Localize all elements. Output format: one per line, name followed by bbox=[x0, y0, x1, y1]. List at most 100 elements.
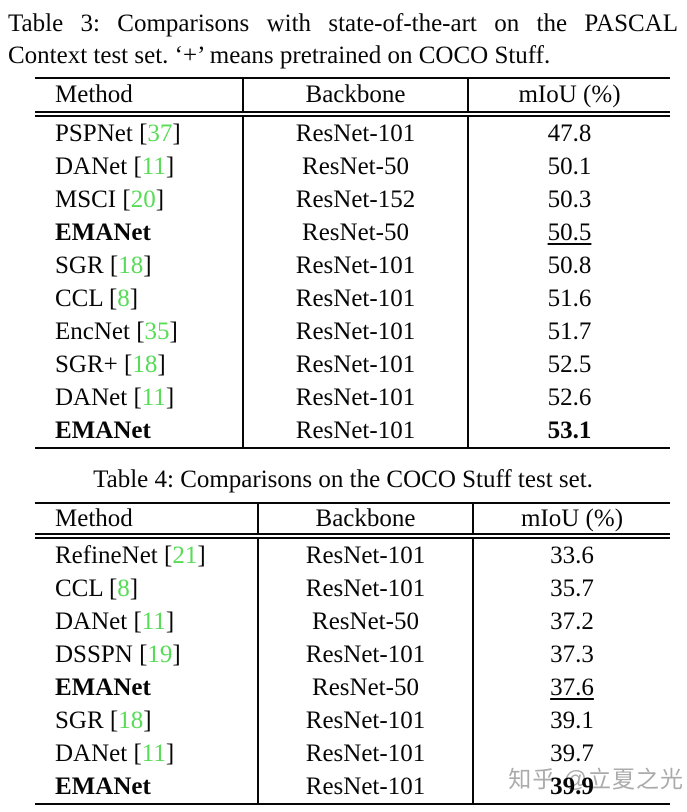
table-row: CCL [8] ResNet-101 51.6 bbox=[35, 282, 670, 315]
method-name: DSSPN bbox=[55, 640, 133, 668]
miou-cell: 51.7 bbox=[468, 315, 670, 348]
citation-number: 18 bbox=[118, 706, 144, 734]
table3-caption-line2: Context test set. ‘+’ means pretrained o… bbox=[8, 42, 551, 69]
backbone-cell: ResNet-101 bbox=[243, 114, 469, 150]
citation-bracket-open: [ bbox=[102, 284, 118, 312]
citation-number: 21 bbox=[172, 541, 198, 569]
miou-cell: 50.5 bbox=[468, 216, 670, 249]
backbone-cell: ResNet-101 bbox=[258, 704, 474, 737]
miou-cell: 37.2 bbox=[473, 605, 670, 638]
table-row: EMANet ResNet-101 53.1 bbox=[35, 414, 670, 449]
column-header-backbone: Backbone bbox=[243, 77, 469, 117]
method-name: EMANet bbox=[55, 673, 151, 701]
table-row: DANet [11] ResNet-50 37.2 bbox=[35, 605, 670, 638]
table-row: EMANet ResNet-101 39.9 bbox=[35, 770, 670, 805]
method-name: RefineNet bbox=[55, 541, 158, 569]
citation-bracket-open: [ bbox=[117, 350, 133, 378]
method-cell: EMANet bbox=[35, 414, 244, 449]
column-header-backbone: Backbone bbox=[258, 502, 474, 539]
citation-bracket-open: [ bbox=[103, 706, 119, 734]
method-name: EMANet bbox=[55, 772, 151, 800]
miou-value: 37.2 bbox=[550, 607, 594, 635]
miou-cell: 33.6 bbox=[473, 536, 670, 572]
miou-value: 50.3 bbox=[547, 185, 592, 213]
miou-value: 35.7 bbox=[550, 574, 594, 602]
miou-value: 52.5 bbox=[547, 350, 592, 378]
citation-bracket-open: [ bbox=[132, 640, 148, 668]
citation-bracket-close: ] bbox=[143, 706, 152, 734]
method-name: EMANet bbox=[55, 416, 151, 444]
method-cell: DANet [11] bbox=[35, 150, 244, 183]
method-name: DANet bbox=[55, 152, 128, 180]
column-header-method: Method bbox=[35, 77, 244, 117]
method-cell: DSSPN [19] bbox=[35, 638, 259, 671]
backbone-cell: ResNet-101 bbox=[258, 737, 474, 770]
miou-value: 47.8 bbox=[547, 119, 592, 147]
table3-header-row: Method Backbone mIoU (%) bbox=[35, 77, 670, 117]
method-cell: CCL [8] bbox=[35, 282, 244, 315]
method-cell: DANet [11] bbox=[35, 381, 244, 414]
backbone-cell: ResNet-50 bbox=[243, 216, 469, 249]
method-name: SGR+ bbox=[55, 350, 118, 378]
citation-number: 11 bbox=[141, 383, 166, 411]
table-row: SGR+ [18] ResNet-101 52.5 bbox=[35, 348, 670, 381]
backbone-cell: ResNet-101 bbox=[243, 249, 469, 282]
miou-cell: 39.7 bbox=[473, 737, 670, 770]
miou-cell: 50.8 bbox=[468, 249, 670, 282]
citation-number: 11 bbox=[141, 152, 166, 180]
miou-value: 37.3 bbox=[550, 640, 594, 668]
method-name: MSCI bbox=[55, 185, 117, 213]
miou-cell: 47.8 bbox=[468, 114, 670, 150]
miou-value: 51.6 bbox=[547, 284, 592, 312]
citation-bracket-open: [ bbox=[127, 152, 142, 180]
miou-value: 37.6 bbox=[550, 673, 594, 701]
column-header-miou: mIoU (%) bbox=[473, 502, 670, 539]
citation-bracket-close: ] bbox=[165, 607, 175, 635]
column-header-method: Method bbox=[35, 502, 259, 539]
method-name: DANet bbox=[55, 383, 128, 411]
citation-number: 8 bbox=[117, 574, 130, 602]
miou-cell: 35.7 bbox=[473, 572, 670, 605]
table-row: EMANet ResNet-50 37.6 bbox=[35, 671, 670, 704]
column-header-miou: mIoU (%) bbox=[468, 77, 670, 117]
citation-bracket-open: [ bbox=[103, 251, 119, 279]
method-cell: SGR [18] bbox=[35, 704, 259, 737]
method-cell: MSCI [20] bbox=[35, 183, 244, 216]
method-name: EMANet bbox=[55, 218, 151, 246]
method-name: DANet bbox=[55, 607, 128, 635]
table-row: DANet [11] ResNet-50 50.1 bbox=[35, 150, 670, 183]
table4-coco-stuff-comparisons: Method Backbone mIoU (%) RefineNet [21] R… bbox=[35, 502, 670, 805]
citation-bracket-open: [ bbox=[129, 317, 145, 345]
table3-pascal-context-comparisons: Method Backbone mIoU (%) PSPNet [37] ResN… bbox=[35, 77, 670, 449]
citation-number: 8 bbox=[117, 284, 130, 312]
table-row: CCL [8] ResNet-101 35.7 bbox=[35, 572, 670, 605]
backbone-cell: ResNet-101 bbox=[243, 414, 469, 449]
method-name: CCL bbox=[55, 284, 103, 312]
citation-bracket-close: ] bbox=[172, 119, 181, 147]
table-row: PSPNet [37] ResNet-101 47.8 bbox=[35, 114, 670, 150]
backbone-cell: ResNet-101 bbox=[243, 381, 469, 414]
table-row: SGR [18] ResNet-101 39.1 bbox=[35, 704, 670, 737]
citation-bracket-close: ] bbox=[143, 251, 152, 279]
method-cell: PSPNet [37] bbox=[35, 114, 244, 150]
method-cell: DANet [11] bbox=[35, 605, 259, 638]
citation-bracket-open: [ bbox=[127, 607, 142, 635]
citation-bracket-open: [ bbox=[157, 541, 173, 569]
method-name: PSPNet bbox=[55, 119, 133, 147]
table-row: RefineNet [21] ResNet-101 33.6 bbox=[35, 536, 670, 572]
citation-bracket-open: [ bbox=[127, 739, 142, 767]
method-name: SGR bbox=[55, 706, 104, 734]
miou-cell: 39.1 bbox=[473, 704, 670, 737]
backbone-cell: ResNet-101 bbox=[243, 282, 469, 315]
citation-number: 11 bbox=[141, 739, 166, 767]
table-row: SGR [18] ResNet-101 50.8 bbox=[35, 249, 670, 282]
citation-number: 37 bbox=[147, 119, 173, 147]
miou-value: 39.1 bbox=[550, 706, 594, 734]
backbone-cell: ResNet-101 bbox=[243, 315, 469, 348]
citation-bracket-close: ] bbox=[169, 317, 178, 345]
citation-number: 18 bbox=[132, 350, 158, 378]
miou-value: 50.5 bbox=[547, 218, 592, 246]
citation-bracket-open: [ bbox=[102, 574, 118, 602]
method-name: SGR bbox=[55, 251, 104, 279]
citation-bracket-close: ] bbox=[157, 350, 166, 378]
